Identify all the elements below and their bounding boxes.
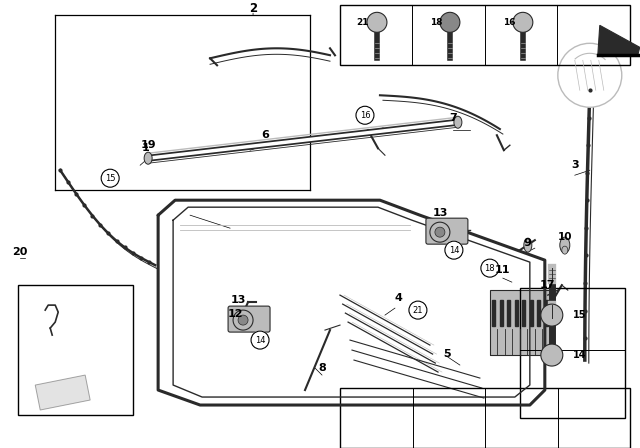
Text: 20: 20 — [13, 247, 28, 257]
Text: 1: 1 — [141, 143, 149, 153]
Circle shape — [101, 169, 119, 187]
Bar — [492, 300, 495, 326]
Text: 2: 2 — [249, 2, 257, 15]
Text: 13: 13 — [230, 295, 246, 305]
Ellipse shape — [454, 116, 462, 128]
Text: 16: 16 — [360, 111, 371, 120]
Text: 10: 10 — [557, 232, 572, 242]
Circle shape — [238, 315, 248, 325]
Text: 14: 14 — [255, 336, 266, 345]
Bar — [340, 388, 630, 448]
Bar — [545, 300, 548, 326]
Circle shape — [445, 241, 463, 259]
Ellipse shape — [562, 246, 568, 254]
Ellipse shape — [560, 237, 570, 253]
Bar — [515, 300, 518, 326]
Bar — [340, 5, 630, 65]
Text: 16: 16 — [502, 18, 515, 27]
FancyBboxPatch shape — [426, 218, 468, 244]
Text: 14: 14 — [449, 246, 459, 254]
Bar — [507, 300, 510, 326]
Circle shape — [558, 43, 622, 107]
FancyBboxPatch shape — [228, 306, 270, 332]
Polygon shape — [35, 375, 90, 410]
Bar — [18, 285, 133, 415]
Circle shape — [430, 222, 450, 242]
Text: 21: 21 — [356, 18, 369, 27]
Text: 14: 14 — [573, 350, 586, 360]
Circle shape — [435, 227, 445, 237]
Circle shape — [356, 106, 374, 124]
Circle shape — [541, 304, 563, 326]
Text: 7: 7 — [449, 113, 457, 123]
Text: 4: 4 — [394, 293, 402, 303]
Circle shape — [251, 331, 269, 349]
Circle shape — [367, 13, 387, 32]
Bar — [490, 290, 550, 355]
Text: 18: 18 — [429, 18, 442, 27]
Circle shape — [513, 13, 533, 32]
Circle shape — [541, 344, 563, 366]
Text: 19: 19 — [140, 140, 156, 150]
Bar — [520, 288, 625, 418]
Text: 9: 9 — [523, 238, 531, 248]
Text: 13: 13 — [432, 208, 447, 218]
Bar — [537, 300, 540, 326]
Text: 3: 3 — [571, 160, 579, 170]
Text: 8: 8 — [318, 363, 326, 373]
Polygon shape — [598, 26, 640, 55]
Bar — [522, 300, 525, 326]
Text: 18: 18 — [484, 263, 495, 273]
Circle shape — [481, 259, 499, 277]
Circle shape — [233, 310, 253, 330]
Text: 11: 11 — [495, 265, 511, 275]
Bar — [500, 300, 502, 326]
Ellipse shape — [144, 152, 152, 164]
Text: 6: 6 — [261, 130, 269, 140]
Ellipse shape — [524, 238, 532, 252]
Text: 5: 5 — [443, 349, 451, 359]
Circle shape — [440, 13, 460, 32]
Circle shape — [409, 301, 427, 319]
Text: 17: 17 — [540, 280, 556, 290]
Text: 15: 15 — [105, 174, 115, 183]
Text: 12: 12 — [227, 309, 243, 319]
Bar — [529, 300, 532, 326]
Text: 21: 21 — [413, 306, 423, 314]
Text: 15: 15 — [573, 310, 586, 320]
